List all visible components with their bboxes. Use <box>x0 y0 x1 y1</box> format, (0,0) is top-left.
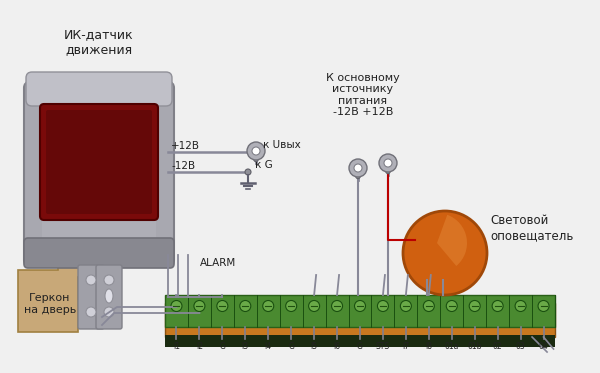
Circle shape <box>354 164 362 172</box>
Circle shape <box>217 301 228 311</box>
FancyBboxPatch shape <box>42 90 156 248</box>
Circle shape <box>308 301 320 311</box>
Circle shape <box>252 147 260 155</box>
Text: ALARM: ALARM <box>200 258 236 268</box>
Circle shape <box>171 301 182 311</box>
Text: I3: I3 <box>242 342 249 351</box>
Text: к G: к G <box>255 160 273 170</box>
Circle shape <box>403 211 487 295</box>
Ellipse shape <box>254 155 259 162</box>
Circle shape <box>104 307 114 317</box>
Circle shape <box>446 301 457 311</box>
Bar <box>165 303 555 337</box>
Text: К основному
источнику
питания
-12В +12В: К основному источнику питания -12В +12В <box>326 73 400 117</box>
Circle shape <box>247 142 265 160</box>
Circle shape <box>400 301 412 311</box>
Ellipse shape <box>407 260 463 280</box>
Text: STS: STS <box>376 342 390 351</box>
FancyBboxPatch shape <box>24 82 174 266</box>
Circle shape <box>355 301 365 311</box>
Text: 03: 03 <box>516 342 526 351</box>
Circle shape <box>245 169 251 175</box>
FancyBboxPatch shape <box>46 110 152 214</box>
Text: 01b: 01b <box>467 342 482 351</box>
Text: I1: I1 <box>173 342 180 351</box>
Circle shape <box>263 301 274 311</box>
Circle shape <box>377 301 388 311</box>
Circle shape <box>424 301 434 311</box>
Text: I4: I4 <box>265 342 272 351</box>
Circle shape <box>86 275 96 285</box>
Circle shape <box>86 307 96 317</box>
Circle shape <box>384 159 392 167</box>
Ellipse shape <box>407 232 463 248</box>
FancyBboxPatch shape <box>78 265 104 329</box>
Bar <box>165 335 555 347</box>
Ellipse shape <box>105 289 113 303</box>
Polygon shape <box>18 262 93 332</box>
Text: 04: 04 <box>539 342 548 351</box>
Text: 02: 02 <box>493 342 502 351</box>
Circle shape <box>492 301 503 311</box>
Text: +12В: +12В <box>171 141 200 151</box>
FancyBboxPatch shape <box>40 104 158 220</box>
Ellipse shape <box>386 167 391 174</box>
Text: G: G <box>288 342 294 351</box>
Circle shape <box>349 159 367 177</box>
Text: G: G <box>357 342 363 351</box>
Text: к Uвых: к Uвых <box>263 140 301 150</box>
Text: I2: I2 <box>196 342 203 351</box>
Circle shape <box>515 301 526 311</box>
Circle shape <box>104 275 114 285</box>
Text: I6: I6 <box>334 342 341 351</box>
Circle shape <box>379 154 397 172</box>
Text: Геркон
на дверь: Геркон на дверь <box>24 293 76 315</box>
Text: G: G <box>220 342 225 351</box>
Circle shape <box>538 301 549 311</box>
FancyBboxPatch shape <box>24 238 174 268</box>
Circle shape <box>240 301 251 311</box>
Circle shape <box>286 301 296 311</box>
Bar <box>408 240 462 275</box>
Bar <box>165 295 555 327</box>
Text: ИК-датчик
движения: ИК-датчик движения <box>64 28 134 56</box>
Circle shape <box>194 301 205 311</box>
Text: -12В: -12В <box>171 161 195 171</box>
Ellipse shape <box>355 172 361 179</box>
FancyBboxPatch shape <box>96 265 122 329</box>
Text: I7: I7 <box>403 342 409 351</box>
FancyBboxPatch shape <box>26 72 172 106</box>
Circle shape <box>469 301 480 311</box>
Text: 01a: 01a <box>445 342 459 351</box>
Text: I8: I8 <box>425 342 433 351</box>
Wedge shape <box>437 215 467 266</box>
Text: I5: I5 <box>311 342 317 351</box>
Text: Световой
оповещатель: Световой оповещатель <box>490 214 574 242</box>
Circle shape <box>332 301 343 311</box>
